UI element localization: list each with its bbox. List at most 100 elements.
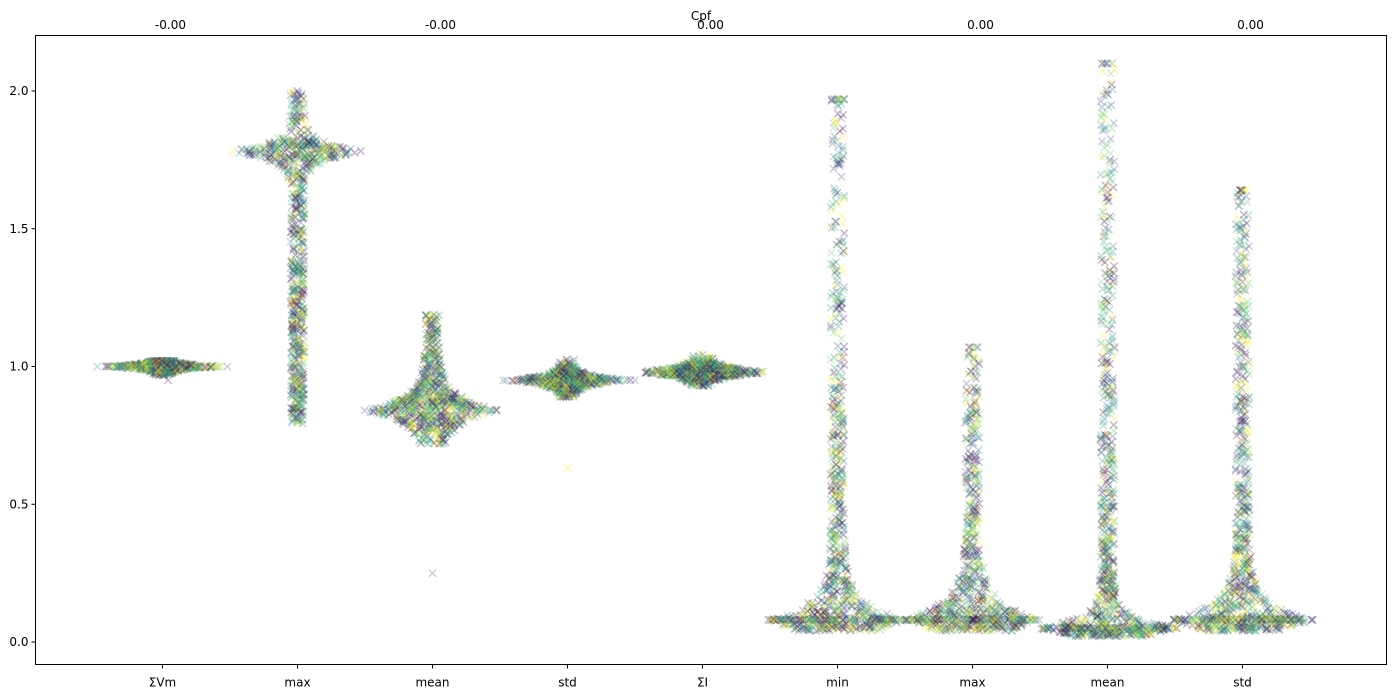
- data-point: [159, 359, 168, 368]
- data-point: [155, 360, 164, 369]
- data-point: [154, 365, 163, 375]
- data-point: [147, 367, 156, 377]
- data-point: [163, 360, 172, 369]
- data-point: [176, 358, 185, 368]
- data-point: [836, 364, 846, 374]
- data-point: [163, 361, 172, 371]
- data-point: [152, 359, 162, 368]
- data-point: [154, 366, 163, 375]
- data-point: [196, 363, 205, 372]
- data-point: [165, 357, 174, 366]
- data-point: [144, 362, 153, 372]
- data-point: [107, 362, 117, 371]
- data-point: [179, 365, 189, 374]
- data-point: [160, 357, 169, 366]
- data-point: [177, 360, 186, 369]
- data-point: [161, 363, 170, 372]
- data-point: [173, 365, 183, 375]
- data-point: [166, 359, 175, 368]
- data-point: [124, 361, 133, 370]
- data-point: [155, 366, 164, 375]
- data-point: [166, 364, 175, 373]
- data-point: [191, 362, 200, 372]
- data-point: [175, 362, 184, 371]
- data-point: [152, 357, 162, 367]
- data-point: [147, 364, 156, 374]
- data-point: [134, 361, 143, 370]
- data-point: [168, 364, 178, 373]
- data-point: [132, 363, 142, 372]
- data-point: [151, 364, 160, 373]
- data-point: [158, 361, 168, 370]
- data-point: [193, 361, 203, 370]
- data-point: [104, 362, 114, 372]
- data-point: [177, 359, 186, 369]
- data-point: [174, 358, 183, 368]
- data-point: [162, 367, 172, 376]
- data-point: [179, 362, 189, 371]
- top-labels: -0.00 -0.00 0.00 0.00 0.00: [155, 18, 1264, 32]
- data-point: [123, 361, 132, 370]
- data-point: [190, 362, 199, 371]
- data-point: [101, 362, 110, 371]
- data-point: [160, 357, 169, 366]
- data-point: [563, 464, 572, 473]
- data-point: [148, 362, 157, 371]
- top-label: 0.00: [967, 18, 994, 32]
- data-point: [837, 334, 846, 343]
- data-point: [154, 362, 163, 371]
- data-point: [168, 365, 178, 374]
- data-point: [127, 361, 136, 370]
- data-point: [168, 366, 177, 375]
- data-point: [157, 365, 166, 374]
- data-point: [157, 368, 166, 378]
- data-point: [152, 366, 161, 376]
- data-point: [228, 146, 237, 156]
- data-point: [154, 358, 163, 367]
- data-point: [145, 360, 154, 369]
- data-point: [143, 358, 152, 367]
- data-point: [144, 358, 153, 368]
- data-point: [170, 367, 179, 376]
- data-point: [150, 361, 159, 370]
- data-point: [141, 360, 150, 369]
- data-point: [155, 358, 164, 367]
- data-point: [160, 358, 169, 367]
- data-point: [149, 356, 159, 366]
- data-point: [154, 365, 164, 374]
- data-point: [152, 359, 161, 369]
- data-point: [167, 356, 176, 366]
- data-point: [167, 357, 176, 366]
- data-point: [165, 366, 174, 376]
- data-point: [150, 364, 160, 373]
- data-point: [157, 358, 166, 367]
- data-point: [128, 361, 137, 370]
- data-point: [157, 357, 166, 366]
- data-point: [134, 361, 143, 370]
- data-point: [146, 367, 155, 376]
- data-point: [158, 361, 167, 370]
- data-point: [128, 361, 137, 370]
- data-point: [173, 363, 183, 372]
- data-point: [126, 361, 135, 370]
- data-point: [156, 360, 165, 369]
- data-point: [159, 358, 168, 367]
- data-point: [176, 359, 185, 368]
- data-point: [152, 362, 161, 372]
- data-point: [120, 361, 129, 370]
- data-point: [174, 360, 183, 369]
- data-point: [166, 368, 175, 377]
- data-point: [169, 361, 179, 370]
- data-point: [154, 368, 164, 377]
- data-point: [164, 376, 173, 385]
- data-point: [135, 364, 144, 373]
- data-point: [148, 358, 157, 367]
- data-point: [159, 368, 168, 377]
- data-point: [125, 360, 134, 369]
- data-point: [188, 360, 197, 369]
- data-point: [148, 364, 157, 373]
- data-point: [154, 365, 163, 374]
- data-point: [150, 364, 160, 374]
- data-point: [104, 362, 113, 371]
